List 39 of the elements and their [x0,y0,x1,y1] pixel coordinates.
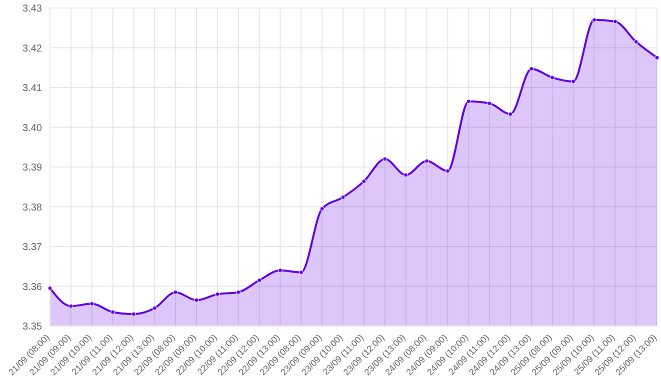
point [152,306,157,310]
y-tick-label: 3.39 [22,162,42,174]
point [508,112,513,116]
point [320,206,324,211]
point [424,158,430,164]
point [48,286,52,290]
point [278,268,282,273]
point [571,79,576,84]
point [382,156,388,162]
point [90,301,94,306]
y-tick-label: 3.41 [22,83,42,94]
point [173,290,178,294]
point [445,168,450,174]
point [550,75,555,80]
point [257,278,262,283]
point [592,18,596,22]
point [466,99,471,104]
point [298,270,304,275]
point [131,312,136,316]
point [68,304,74,308]
point [634,40,638,44]
y-tick-label: 3.35 [22,322,42,333]
point [110,310,116,314]
y-tick-label: 3.38 [22,202,42,214]
point [529,66,534,72]
point [404,172,408,178]
point [194,298,199,302]
y-tick-label: 3.37 [22,242,42,254]
point [612,19,618,24]
y-tick-label: 3.40 [22,122,42,134]
point [487,101,492,106]
y-tick-label: 3.43 [22,4,42,15]
point [215,292,220,296]
y-tick-label: 3.36 [22,282,42,293]
point [340,194,346,200]
point [362,179,366,184]
point [236,290,241,294]
point [654,55,660,60]
y-tick-label: 3.42 [22,43,42,54]
